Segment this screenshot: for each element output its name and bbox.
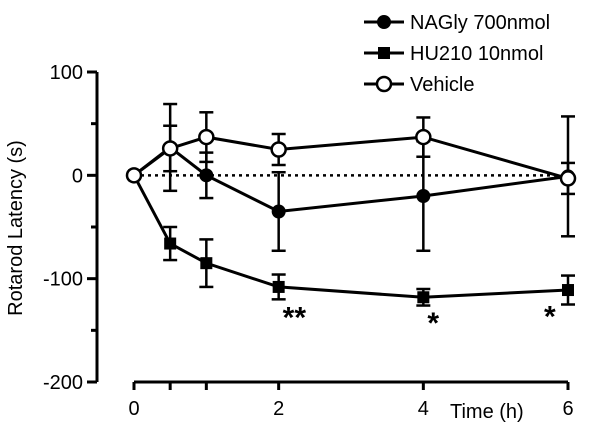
- data-point: [164, 237, 177, 250]
- data-point: [199, 168, 214, 183]
- legend-entry: NAGly 700nmol: [364, 12, 550, 34]
- legend-marker: [378, 47, 390, 59]
- series-hu210-10nmol: [128, 169, 575, 307]
- series-nagly-700nmol: [127, 102, 575, 253]
- significance-marker: *: [544, 301, 556, 334]
- legend-marker: [377, 15, 391, 29]
- significance-marker: *: [427, 307, 439, 340]
- significance-marker: **: [283, 302, 307, 335]
- data-point: [272, 280, 285, 293]
- series-line: [133, 135, 569, 180]
- legend: NAGly 700nmol HU210 10nmol Vehicle: [364, 12, 550, 96]
- legend-label: NAGly 700nmol: [410, 12, 550, 34]
- x-tick-label: 2: [273, 398, 284, 420]
- series-line: [133, 145, 569, 214]
- data-point: [270, 141, 287, 158]
- legend-entry: HU210 10nmol: [364, 43, 543, 65]
- axes: 100 0 -100 -200 0 2 4 6: [43, 62, 574, 420]
- data-point: [200, 257, 213, 270]
- data-point: [559, 170, 577, 187]
- legend-label: HU210 10nmol: [410, 43, 543, 65]
- data-point: [271, 204, 286, 219]
- x-tick-label: 0: [128, 398, 139, 420]
- data-point: [125, 167, 143, 184]
- data-point: [416, 189, 431, 203]
- data-point: [415, 128, 432, 146]
- data-point: [198, 128, 215, 146]
- x-tick-label: 6: [562, 398, 573, 420]
- y-axis-label: Rotarod Latency (s): [5, 140, 27, 316]
- x-axis-label: Time (h): [450, 401, 524, 423]
- data-point: [417, 291, 430, 304]
- legend-entry: Vehicle: [364, 74, 475, 96]
- y-tick-label: 0: [72, 165, 83, 187]
- y-tick-label: 100: [50, 62, 83, 84]
- y-tick-label: -200: [43, 372, 83, 394]
- data-point: [562, 284, 574, 297]
- x-tick-label: 4: [418, 398, 429, 420]
- chart-marks: ** * *: [125, 102, 577, 340]
- legend-marker: [375, 75, 393, 93]
- series-vehicle: [125, 111, 577, 196]
- series-line: [132, 174, 569, 299]
- legend-label: Vehicle: [410, 74, 475, 96]
- data-point: [161, 140, 179, 157]
- y-tick-label: -100: [43, 269, 83, 291]
